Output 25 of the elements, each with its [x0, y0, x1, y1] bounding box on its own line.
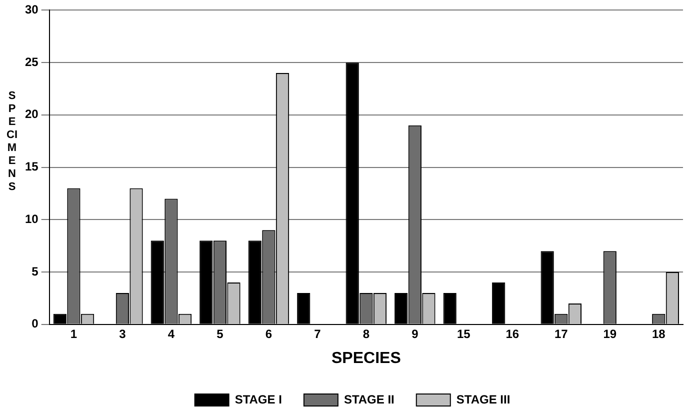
- x-tick-label: 3: [119, 326, 126, 341]
- legend-label: STAGE I: [234, 392, 282, 406]
- y-tick-label: 5: [32, 264, 39, 278]
- x-tick-label: 1: [70, 326, 78, 341]
- y-tick-label: 20: [24, 107, 39, 122]
- x-tick-label: 17: [554, 326, 568, 341]
- x-axis-title: SPECIES: [331, 350, 402, 367]
- y-tick-label: 10: [24, 212, 39, 226]
- x-tick-label: 9: [412, 326, 419, 341]
- y-tick-label: 30: [24, 2, 39, 17]
- x-tick-label: 16: [506, 326, 520, 341]
- x-tick-label: 19: [603, 326, 617, 341]
- x-tick-label: 6: [265, 326, 272, 341]
- x-tick-label: 15: [456, 326, 471, 341]
- y-tick-label: 25: [24, 54, 39, 69]
- x-tick-label: 4: [168, 326, 175, 341]
- x-tick-label: 7: [314, 326, 322, 341]
- x-tick-label: 5: [216, 326, 224, 341]
- x-tick-label: 18: [652, 326, 666, 341]
- legend-label: STAGE III: [456, 392, 510, 406]
- y-axis-title: SPECIMENS: [6, 90, 18, 194]
- x-tick-label: 8: [362, 326, 370, 341]
- y-tick-label: 0: [32, 316, 39, 331]
- y-tick-label: 15: [24, 160, 39, 174]
- legend-label: STAGE II: [344, 392, 394, 406]
